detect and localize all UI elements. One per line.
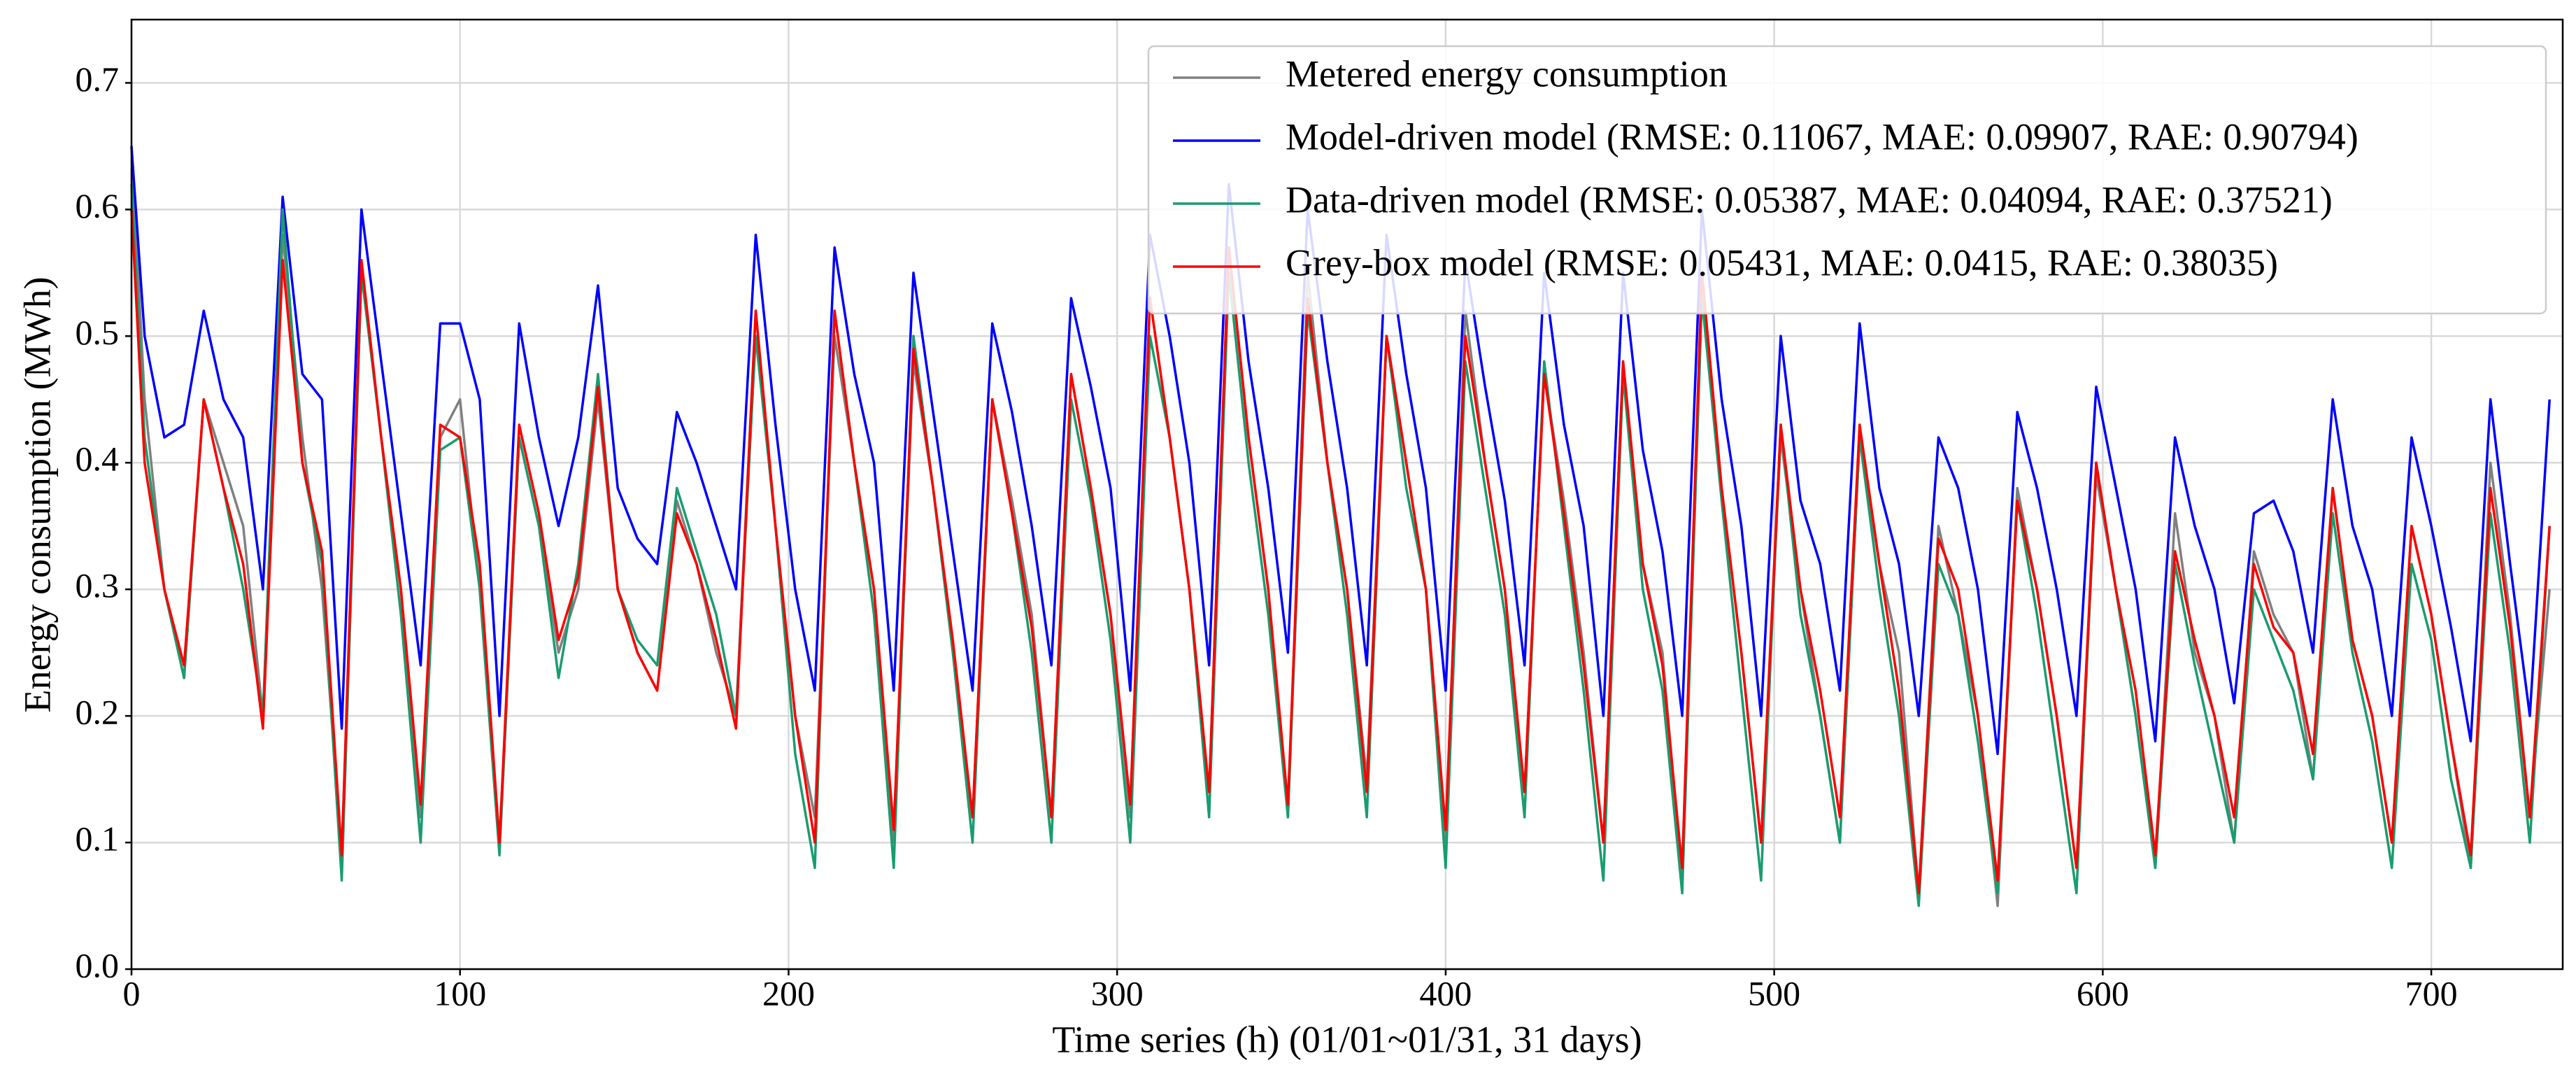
x-tick-label: 0 xyxy=(123,973,141,1013)
x-tick-label: 200 xyxy=(762,973,815,1013)
y-tick-label: 0.6 xyxy=(76,186,120,225)
y-tick-label: 0.0 xyxy=(76,945,120,985)
y-tick-label: 0.2 xyxy=(76,693,120,732)
x-tick-label: 500 xyxy=(1748,973,1800,1013)
x-tick-label: 700 xyxy=(2405,973,2458,1013)
y-tick-label: 0.4 xyxy=(76,439,120,479)
y-tick-label: 0.7 xyxy=(76,59,120,99)
series-line xyxy=(130,184,2551,908)
legend-text: Data-driven model (RMSE: 0.05387, MAE: 0… xyxy=(1286,178,2333,220)
y-tick-label: 0.5 xyxy=(76,313,120,352)
legend-text: Grey-box model (RMSE: 0.05431, MAE: 0.04… xyxy=(1286,241,2278,283)
y-tick-label: 0.3 xyxy=(76,566,120,605)
y-tick-label: 0.1 xyxy=(76,819,120,859)
y-axis-label: Energy consumption (MWh) xyxy=(16,277,58,713)
x-tick-label: 600 xyxy=(2077,973,2129,1013)
lines xyxy=(130,146,2551,908)
plot-frame xyxy=(130,18,2564,971)
x-tick-label: 400 xyxy=(1419,973,1472,1013)
legend-box xyxy=(1147,45,2547,315)
ticks: 0 100 200 300 400 500 600 700 0.0 0.1 0.2 0.3 0.4 0.5… xyxy=(76,59,2458,1013)
legend: Metered energy consumption Model-driven m… xyxy=(1147,45,2547,315)
legend-text: Model-driven model (RMSE: 0.11067, MAE: … xyxy=(1286,115,2358,157)
series-line xyxy=(130,146,2551,756)
series-line xyxy=(130,209,2551,895)
x-axis-label: Time series (h) (01/01~01/31, 31 days) xyxy=(1052,1018,1642,1060)
x-tick-label: 100 xyxy=(434,973,486,1013)
legend-text: Metered energy consumption xyxy=(1286,52,1728,94)
x-tick-label: 300 xyxy=(1091,973,1144,1013)
